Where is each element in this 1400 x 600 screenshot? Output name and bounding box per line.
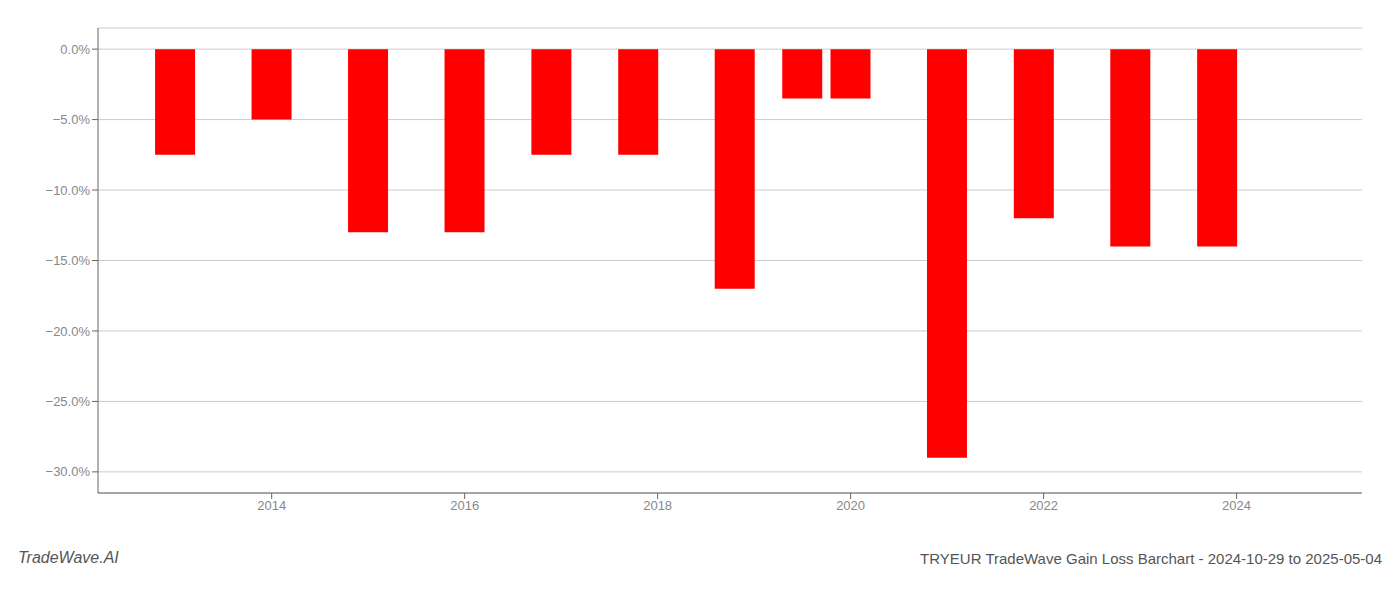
- svg-text:2016: 2016: [450, 498, 479, 513]
- svg-text:2018: 2018: [643, 498, 672, 513]
- svg-text:−25.0%: −25.0%: [46, 394, 91, 409]
- html-text:TradeWave.AI: TradeWave.AI: [18, 549, 119, 566]
- svg-text:2022: 2022: [1029, 498, 1058, 513]
- svg-text:−5.0%: −5.0%: [53, 112, 91, 127]
- svg-text:0.0%: 0.0%: [60, 42, 90, 57]
- svg-text:−20.0%: −20.0%: [46, 324, 91, 339]
- svg-text:−30.0%: −30.0%: [46, 464, 91, 479]
- svg-text:2024: 2024: [1222, 498, 1251, 513]
- html-text:TRYEUR TradeWave Gain Loss Bar: TRYEUR TradeWave Gain Loss Barchart - 20…: [920, 550, 1382, 567]
- svg-text:2014: 2014: [257, 498, 286, 513]
- svg-text:2020: 2020: [836, 498, 865, 513]
- svg-text:−15.0%: −15.0%: [46, 253, 91, 268]
- svg-text:−10.0%: −10.0%: [46, 183, 91, 198]
